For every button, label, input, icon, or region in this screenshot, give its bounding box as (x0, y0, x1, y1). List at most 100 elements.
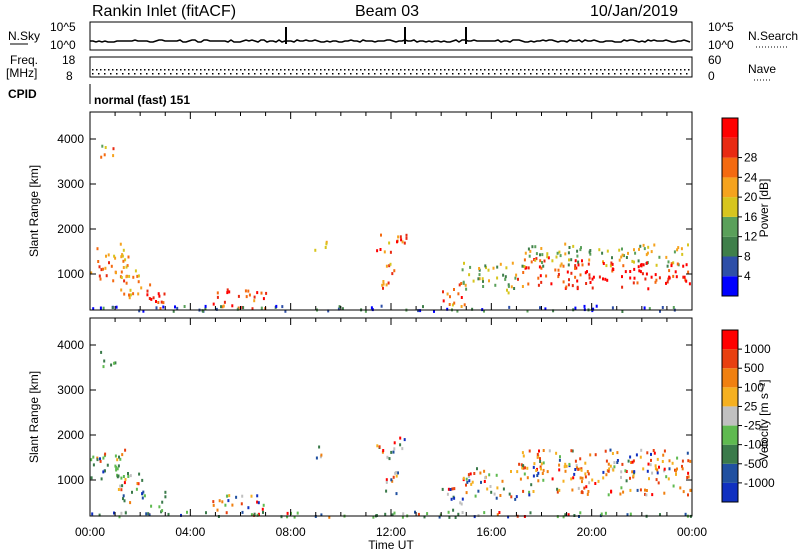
power-cell (558, 250, 561, 254)
velocity-cell (629, 488, 632, 492)
freq-dot (308, 69, 310, 71)
velocity-cell (123, 499, 126, 503)
freq-dot (348, 69, 350, 71)
power-cell (98, 274, 101, 278)
freq-dot (628, 69, 630, 71)
power-cell (543, 259, 546, 263)
velocity-cell (141, 478, 144, 482)
velocity-cell (589, 453, 592, 457)
velocity-cell (687, 459, 690, 463)
velocity-cell (395, 492, 398, 496)
velocity-cell (682, 490, 685, 494)
power-cell (550, 282, 553, 286)
power-cell (504, 275, 507, 279)
nave-dot (344, 73, 346, 75)
velocity-cell (453, 487, 456, 491)
velocity-cell (539, 465, 542, 469)
velocity-cell (486, 487, 489, 491)
velocity-colorbar-swatch (722, 349, 738, 369)
power-cell (462, 281, 465, 285)
power-cell (465, 287, 468, 291)
velocity-cell (539, 460, 542, 463)
nave-dot (644, 73, 646, 75)
velocity-cell (454, 516, 457, 519)
power-cell (515, 273, 518, 277)
power-cell (592, 307, 595, 311)
nave-dot (266, 73, 268, 75)
power-cell (507, 284, 510, 288)
velocity-cell (296, 511, 299, 515)
power-cell (442, 290, 444, 294)
velocity-cell (542, 461, 545, 465)
freq-dot (668, 69, 670, 71)
velocity-cell (378, 445, 381, 449)
power-cell (523, 258, 526, 262)
velocity-cell (562, 479, 565, 483)
velocity-cell (118, 455, 120, 459)
velocity-cell (526, 466, 529, 470)
power-cell (128, 293, 130, 297)
nave-dot (194, 73, 196, 75)
power-cell (115, 271, 117, 275)
power-cell (670, 264, 673, 268)
power-cell (579, 273, 582, 277)
power-cell (405, 236, 408, 240)
nave-dot (254, 73, 256, 75)
power-cell (123, 279, 126, 283)
velocity-cell (385, 489, 388, 493)
nave-dot (458, 73, 460, 75)
freq-dot (536, 69, 538, 71)
power-cell (262, 297, 265, 301)
power-cell (461, 268, 464, 272)
power-cell (609, 264, 612, 268)
power-cell (504, 277, 507, 281)
freq-dot (244, 69, 246, 71)
power-cell (244, 289, 247, 293)
velocity-cell (586, 492, 589, 496)
velocity-cell (521, 451, 524, 455)
power-cell (382, 280, 385, 283)
velocity-cell (668, 459, 671, 463)
velocity-cell (616, 451, 619, 455)
velocity-cell (650, 458, 652, 462)
nave-dot (98, 73, 100, 75)
power-cell (442, 299, 445, 303)
velocity-cell (115, 468, 118, 472)
freq-dot (592, 69, 594, 71)
velocity-cell (636, 488, 639, 492)
velocity-cell (529, 511, 532, 515)
nave-dot (518, 73, 520, 75)
freq-dot (340, 69, 342, 71)
power-cell (576, 254, 579, 258)
x-tick-label: 00:00 (75, 525, 105, 539)
velocity-cell (654, 464, 657, 468)
power-cell (281, 305, 284, 309)
power-cell (482, 279, 484, 283)
nsky-trace (90, 27, 691, 44)
velocity-cell (648, 477, 650, 481)
power-cell (672, 274, 675, 278)
velocity-panel-frame (89, 317, 693, 517)
velocity-cell (393, 511, 396, 515)
power-cell (120, 255, 123, 259)
velocity-cell (679, 486, 682, 490)
nave-dot (602, 73, 604, 75)
power-cell (633, 267, 636, 271)
velocity-cell (98, 513, 101, 517)
velocity-cell (588, 481, 591, 485)
power-cell (120, 276, 123, 279)
power-cell (122, 266, 125, 269)
x-tick-label: 04:00 (175, 525, 205, 539)
velocity-cell (632, 459, 635, 463)
freq-dot (612, 69, 614, 71)
freq-dot (504, 69, 506, 71)
power-cell (155, 300, 157, 303)
power-ytick-label: 2000 (57, 222, 84, 236)
nave-dot (680, 73, 682, 75)
velocity-cell (533, 462, 536, 466)
power-cell (625, 256, 628, 259)
velocity-cell (558, 488, 561, 492)
velocity-cell (658, 465, 660, 469)
power-cell (433, 309, 435, 313)
power-cell (142, 309, 145, 313)
